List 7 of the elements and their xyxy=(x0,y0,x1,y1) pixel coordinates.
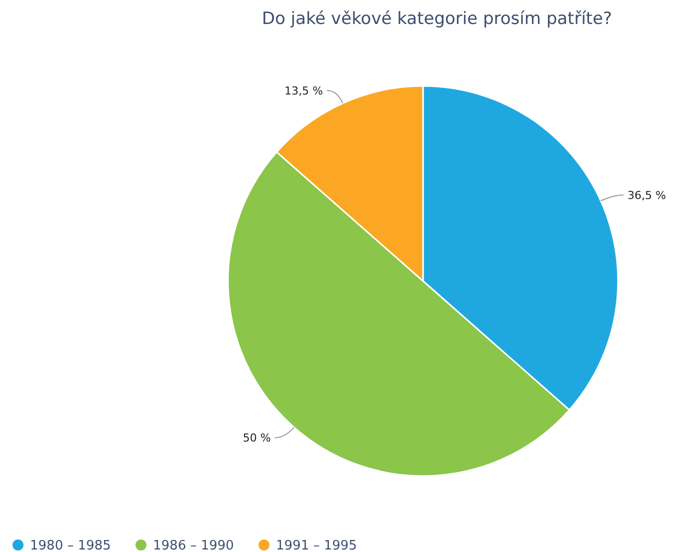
legend-label: 1980 – 1985 xyxy=(30,538,111,552)
chart-title: Do jaké věkové kategorie prosím patříte? xyxy=(262,9,612,29)
legend-label: 1986 – 1990 xyxy=(153,538,234,552)
data-label: 36,5 % xyxy=(627,188,666,202)
data-label: 13,5 % xyxy=(284,84,323,98)
legend-label: 1991 – 1995 xyxy=(276,538,357,552)
data-label: 50 % xyxy=(242,432,271,445)
